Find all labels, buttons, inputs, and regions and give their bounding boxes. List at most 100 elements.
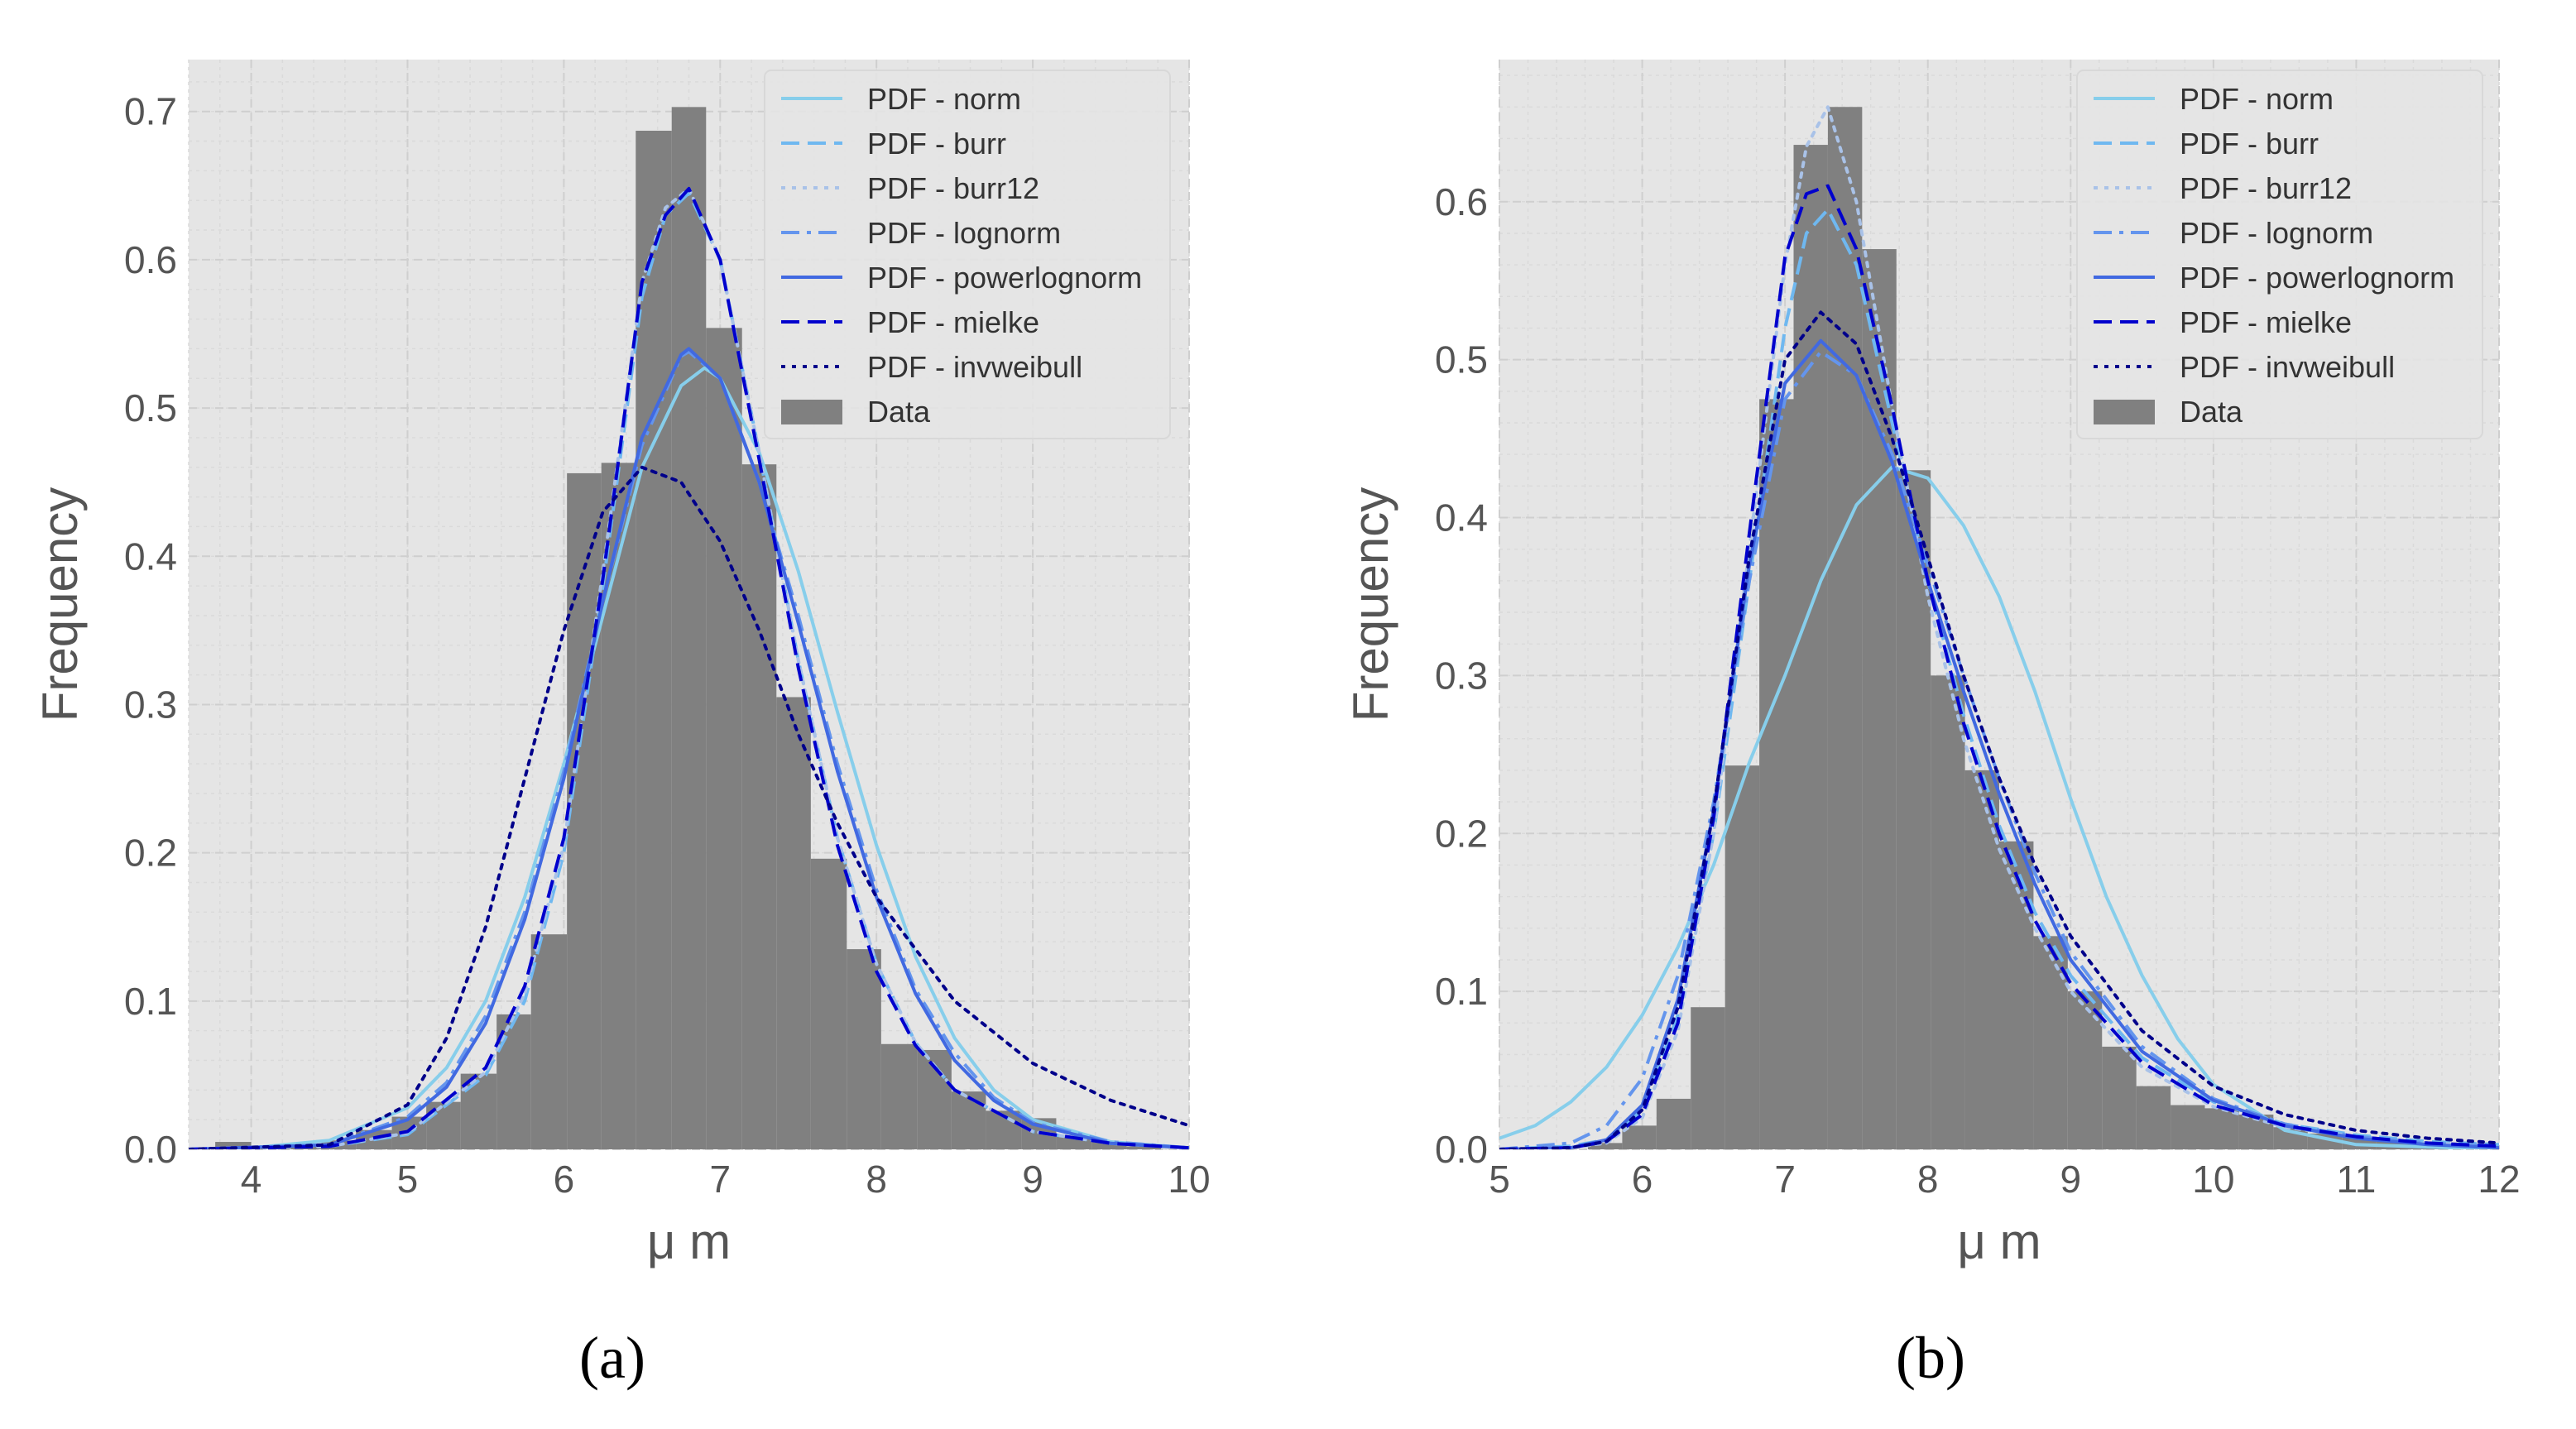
y-tick-label: 0.3 (124, 683, 177, 726)
histogram-bar (2204, 1108, 2239, 1149)
pdf-line-powerlognorm (1499, 338, 2499, 1149)
legend-entry-label: PDF - norm (867, 82, 1021, 116)
y-axis-label: Frequency (1343, 487, 1398, 722)
y-tick-label: 0.4 (1435, 496, 1488, 539)
pdf-curves (189, 186, 1189, 1149)
histogram-bar (426, 1101, 461, 1149)
legend: PDF - norm PDF - burr PDF - burr12 PDF - lo… (764, 70, 1171, 439)
y-tick-label: 0.6 (124, 238, 177, 281)
histogram-bar (2171, 1105, 2205, 1149)
histogram-bar (1725, 765, 1760, 1149)
x-tick-label: 5 (1489, 1158, 1510, 1201)
legend-entry-label: Data (867, 395, 931, 429)
y-tick-label: 0.0 (124, 1128, 177, 1171)
histogram-bar (1793, 145, 1828, 1149)
histogram-bar (671, 107, 707, 1150)
x-tick-label: 7 (1774, 1158, 1796, 1201)
legend-entry-label: PDF - lognorm (867, 216, 1061, 250)
pdf-line-invweibull (1499, 310, 2499, 1149)
x-tick-label: 7 (709, 1158, 731, 1201)
histogram-bar (1964, 770, 1999, 1149)
x-tick-label: 9 (1022, 1158, 1043, 1201)
chart-panel-b: 5 6 7 8 9 10 11 12 0.0 0.1 0.2 0.3 0.4 0.5 0.6 μ m Frequ… (1343, 60, 2521, 1269)
pdf-line-invweibull (189, 465, 1189, 1149)
x-tick-label: 4 (241, 1158, 262, 1201)
pdf-line-burr12 (1499, 105, 2499, 1149)
histogram-bar (810, 858, 847, 1149)
histogram-bar (776, 697, 811, 1149)
y-tick-label: 0.1 (124, 980, 177, 1023)
histogram-data (215, 107, 1161, 1150)
histogram-bar (2136, 1086, 2171, 1149)
legend: PDF - norm PDF - burr PDF - burr12 PDF - lo… (2076, 70, 2483, 439)
histogram-bar (1656, 1098, 1691, 1149)
x-tick-label: 5 (397, 1158, 419, 1201)
histogram-bar (951, 1091, 986, 1149)
histogram-bar (1691, 1007, 1725, 1149)
histogram-bar (1759, 399, 1794, 1149)
histogram-bar (880, 1043, 918, 1149)
x-tick-label: 6 (554, 1158, 575, 1201)
y-tick-label: 0.6 (1435, 180, 1488, 223)
y-tick-label: 0.5 (124, 386, 177, 429)
histogram-bar (1931, 675, 1965, 1149)
y-tick-label: 0.4 (124, 535, 177, 578)
legend-box (2076, 70, 2483, 439)
x-tick-label: 6 (1632, 1158, 1653, 1201)
legend-entry-label: PDF - burr12 (2180, 171, 2352, 205)
y-tick-label: 0.1 (1435, 970, 1488, 1013)
legend-entry-label: PDF - norm (2180, 82, 2334, 116)
pdf-curves (1499, 105, 2499, 1149)
x-tick-label: 10 (1168, 1158, 1210, 1201)
histogram-bar (1827, 107, 1863, 1149)
x-tick-label: 10 (2192, 1158, 2234, 1201)
legend-swatch-data (2094, 400, 2155, 424)
chart-panel-a: 4 5 6 7 8 9 10 0.0 0.1 0.2 0.3 0.4 0.5 0.6 0.7 μ m Frequ… (32, 60, 1211, 1269)
histogram-bar (567, 472, 602, 1149)
pdf-line-mielke (189, 186, 1189, 1149)
legend-entry-label: PDF - invweibull (867, 350, 1082, 384)
histogram-bar (1999, 841, 2034, 1149)
legend-entry-label: PDF - lognorm (2180, 216, 2373, 250)
histogram-bar (706, 328, 742, 1149)
histogram-bar (1126, 1146, 1161, 1149)
histogram-bar (1091, 1142, 1127, 1149)
x-axis-label: μ m (1957, 1214, 2041, 1269)
pdf-line-powerlognorm (189, 347, 1189, 1149)
y-tick-label: 0.5 (1435, 338, 1488, 381)
histogram-bar (1862, 249, 1897, 1150)
legend-swatch-data (781, 400, 842, 424)
x-tick-label: 8 (866, 1158, 887, 1201)
histogram-bar (601, 463, 636, 1149)
legend-entry-label: PDF - burr (867, 127, 1006, 161)
y-tick-label: 0.7 (124, 90, 177, 133)
legend-box (764, 70, 1171, 439)
panel-label-a: (a) (579, 1325, 645, 1391)
legend-entry-label: PDF - burr (2180, 127, 2319, 161)
x-axis-label: μ m (647, 1214, 731, 1269)
x-tick-label: 8 (1917, 1158, 1939, 1201)
legend-entry-label: PDF - mielke (2180, 305, 2352, 339)
y-tick-label: 0.2 (1435, 812, 1488, 855)
pdf-line-burr (189, 191, 1189, 1149)
histogram-bar (2102, 1046, 2137, 1149)
legend-entry-label: PDF - mielke (867, 305, 1039, 339)
y-axis-label: Frequency (32, 487, 88, 722)
histogram-bar (2067, 991, 2103, 1149)
histogram-bar (1587, 1143, 1623, 1149)
legend-entry-label: Data (2180, 395, 2243, 429)
pdf-line-norm (189, 366, 1189, 1149)
y-tick-label: 0.2 (124, 832, 177, 875)
panel-label-b: (b) (1896, 1325, 1965, 1391)
histogram-bar (847, 949, 881, 1149)
pdf-line-mielke (1499, 184, 2499, 1149)
legend-entry-label: PDF - burr12 (867, 171, 1039, 205)
legend-entry-label: PDF - powerlognorm (2180, 261, 2454, 295)
x-tick-label: 11 (2337, 1158, 2377, 1201)
histogram-bar (741, 464, 777, 1149)
legend-entry-label: PDF - invweibull (2180, 350, 2395, 384)
y-tick-label: 0.0 (1435, 1128, 1488, 1171)
pdf-line-norm (1499, 465, 2499, 1149)
histogram-bar (530, 934, 568, 1149)
